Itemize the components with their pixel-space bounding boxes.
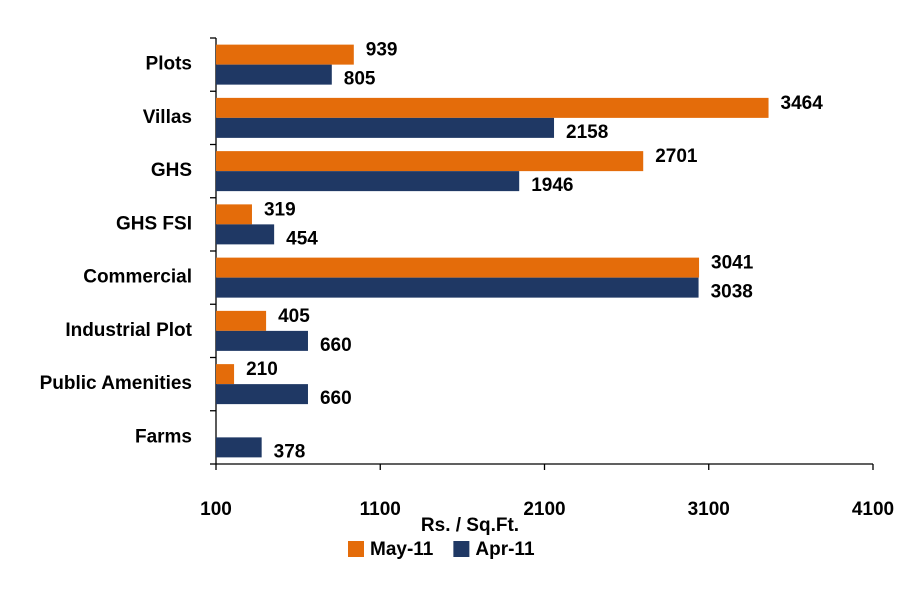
y-tick-label: GHS FSI: [116, 213, 192, 234]
value-label: 2158: [566, 122, 608, 143]
bar: [216, 204, 252, 225]
value-label: 3041: [711, 253, 754, 274]
bar: [216, 64, 332, 85]
y-tick-label: GHS: [151, 160, 192, 181]
bar: [216, 44, 354, 65]
value-label: 660: [320, 388, 352, 409]
y-tick-label: Farms: [135, 426, 192, 447]
value-label: 1946: [531, 175, 573, 196]
legend-label: May-11: [370, 539, 434, 560]
bar: [216, 257, 700, 278]
x-tick-label: 1100: [360, 499, 401, 520]
bar: [216, 224, 275, 245]
value-label: 3038: [711, 282, 753, 303]
bar: [216, 171, 520, 192]
value-label: 454: [286, 228, 318, 249]
y-tick-label: Industrial Plot: [65, 320, 192, 341]
value-label: 3464: [781, 93, 824, 114]
bar: [216, 117, 555, 138]
value-label: 319: [264, 199, 296, 220]
value-label: 378: [274, 441, 306, 462]
bar: [216, 364, 235, 385]
bar: [216, 310, 267, 331]
y-tick-label: Public Amenities: [40, 373, 192, 394]
value-label: 210: [246, 359, 278, 380]
value-label: 405: [278, 306, 310, 327]
y-tick-label: Villas: [143, 107, 192, 128]
legend-swatch: [348, 541, 364, 557]
y-tick-label: Plots: [146, 54, 192, 75]
x-tick-label: 3100: [688, 499, 730, 520]
legend-label: Apr-11: [475, 539, 535, 560]
bar: [216, 151, 644, 172]
x-axis-title: Rs. / Sq.Ft.: [421, 515, 519, 536]
bar: [216, 437, 262, 458]
x-tick-label: 100: [200, 499, 232, 520]
legend-swatch: [453, 541, 470, 557]
value-label: 2701: [655, 146, 698, 167]
x-tick-label: 4100: [852, 499, 894, 520]
bar: [216, 330, 308, 351]
x-tick-label: 2100: [523, 499, 565, 520]
bar: [216, 384, 308, 405]
bar: [216, 97, 769, 118]
value-label: 939: [366, 40, 398, 61]
value-label: 660: [320, 335, 352, 356]
value-label: 805: [344, 69, 376, 90]
y-tick-label: Commercial: [83, 267, 192, 288]
bar: [216, 277, 699, 298]
